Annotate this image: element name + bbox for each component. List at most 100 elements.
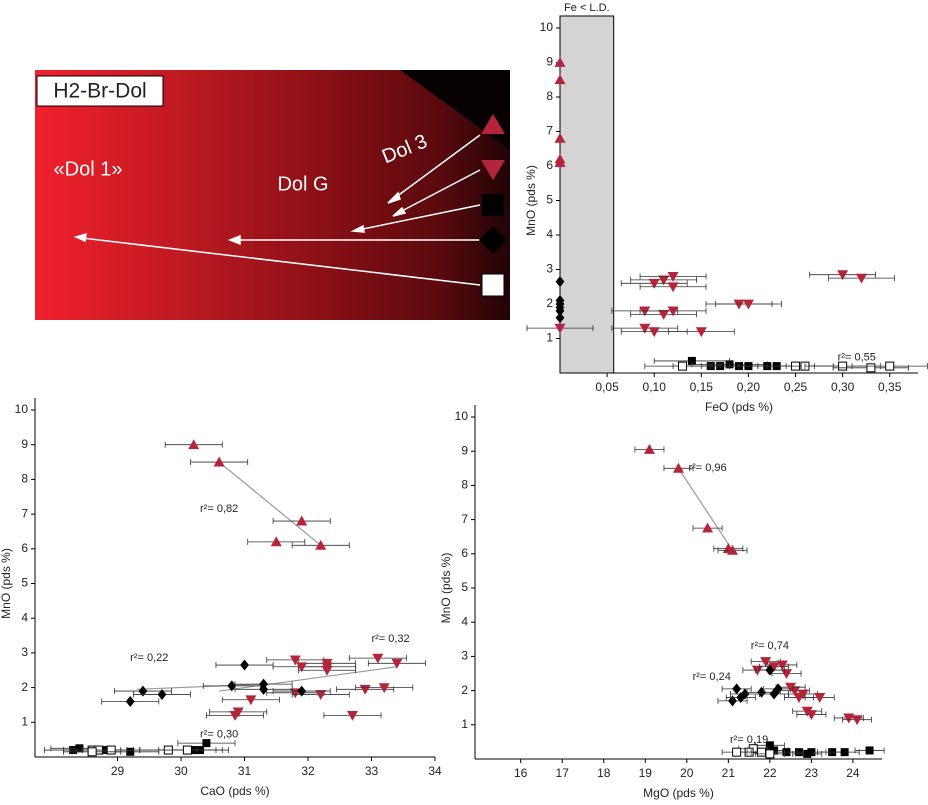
marker [768, 662, 780, 673]
y-axis-label: MnO (pds %) [0, 548, 13, 619]
marker [837, 270, 849, 281]
marker [182, 745, 192, 755]
photo-label: Dol G [277, 173, 328, 195]
region-label: Fe < L.D. [564, 2, 610, 14]
annotation: r²= 0,74 [751, 640, 789, 652]
x-tick-label: 34 [428, 764, 442, 778]
marker [315, 690, 327, 701]
y-tick-label: 2 [461, 683, 468, 697]
marker [865, 746, 874, 755]
marker [359, 684, 371, 695]
y-tick-label: 8 [21, 472, 28, 486]
marker [780, 669, 792, 679]
marker [885, 361, 895, 371]
marker [814, 693, 826, 703]
marker [157, 689, 167, 701]
y-tick-label: 8 [546, 89, 553, 103]
marker [315, 539, 327, 550]
y-tick-label: 9 [21, 437, 28, 451]
marker [138, 685, 148, 697]
marker [677, 361, 687, 371]
x-axis-label: MgO (pds %) [643, 786, 714, 800]
marker [554, 323, 566, 334]
x-tick-label: 22 [763, 766, 777, 780]
marker [639, 306, 651, 317]
y-tick-label: 7 [461, 512, 468, 526]
marker [667, 282, 679, 293]
y-tick-label: 3 [461, 649, 468, 663]
x-tick-label: 30 [174, 764, 188, 778]
marker [687, 356, 696, 365]
y-tick-label: 10 [15, 402, 29, 416]
x-axis-label: FeO (pds %) [705, 400, 773, 414]
marker [297, 685, 307, 697]
x-tick-label: 18 [597, 766, 611, 780]
photo-label: «Dol 1» [54, 158, 123, 180]
x-tick-label: 0,05 [595, 380, 619, 394]
y-axis-label: MnO (pds %) [524, 165, 538, 236]
marker [639, 323, 651, 334]
marker [765, 664, 775, 676]
photo-title: H2-Br-Dol [53, 80, 146, 103]
marker [75, 744, 84, 753]
marker [765, 749, 775, 759]
y-tick-label: 10 [455, 409, 469, 423]
y-tick-label: 3 [546, 262, 553, 276]
photo-dark-corner [400, 70, 510, 150]
photo-panel: H2-Br-Dol «Dol 1» Dol G Dol 3 [35, 70, 510, 320]
marker [555, 276, 565, 288]
marker [785, 682, 797, 693]
y-tick-label: 5 [21, 576, 28, 590]
marker [658, 309, 670, 320]
x-tick-label: 0,30 [831, 380, 855, 394]
marker [757, 686, 766, 698]
x-tick-label: 29 [111, 764, 125, 778]
x-tick-label: 0,25 [784, 380, 808, 394]
marker [769, 688, 779, 700]
marker [667, 272, 679, 282]
annotation: r²= 0,82 [200, 503, 238, 515]
arrows [73, 134, 481, 286]
annotation: r²= 0,24 [693, 671, 731, 683]
marker [728, 695, 737, 707]
marker [296, 515, 308, 526]
marker [838, 361, 848, 371]
trend-line [136, 683, 264, 690]
marker [125, 695, 135, 707]
x-tick-label: 23 [805, 766, 819, 780]
marker [378, 683, 390, 694]
marker [732, 747, 742, 757]
marker [866, 363, 876, 373]
y-tick-label: 8 [461, 478, 468, 492]
marker [733, 299, 745, 310]
y-tick-label: 6 [546, 158, 553, 172]
marker [851, 715, 863, 726]
marker [805, 710, 817, 721]
marker [658, 275, 670, 286]
marker [229, 710, 241, 721]
marker [188, 439, 200, 450]
y-tick-label: 7 [21, 506, 28, 520]
marker [227, 680, 237, 692]
annotation: r²= 0,19 [730, 734, 768, 746]
photo-title-box [36, 75, 164, 107]
y-tick-label: 1 [546, 331, 553, 345]
marker [840, 748, 849, 757]
x-tick-label: 0,35 [878, 380, 902, 394]
y-tick-label: 1 [21, 714, 28, 728]
y-tick-label: 7 [546, 124, 553, 138]
y-tick-label: 6 [461, 546, 468, 560]
marker [742, 299, 754, 310]
x-tick-label: 20 [680, 766, 694, 780]
y-tick-label: 6 [21, 541, 28, 555]
marker [648, 278, 660, 289]
y-tick-label: 1 [461, 717, 468, 731]
marker [648, 327, 660, 338]
marker [554, 157, 566, 167]
y-tick-label: 5 [546, 193, 553, 207]
x-tick-label: 17 [556, 766, 570, 780]
y-tick-label: 5 [461, 580, 468, 594]
marker [321, 665, 333, 676]
marker [736, 691, 746, 703]
